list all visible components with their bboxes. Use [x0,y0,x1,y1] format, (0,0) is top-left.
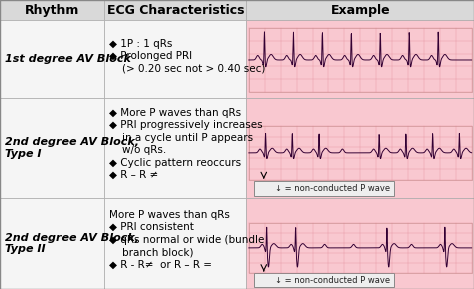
FancyBboxPatch shape [246,0,474,20]
FancyBboxPatch shape [0,198,104,289]
Text: ECG Characteristics: ECG Characteristics [107,4,244,16]
FancyBboxPatch shape [104,198,246,289]
FancyBboxPatch shape [249,223,472,273]
Text: Rhythm: Rhythm [25,4,79,16]
Text: 2nd degree AV Block,
Type I: 2nd degree AV Block, Type I [5,137,139,159]
FancyBboxPatch shape [249,28,472,92]
FancyBboxPatch shape [0,98,104,198]
FancyBboxPatch shape [254,273,393,287]
Text: ↓ = non-conducted P wave: ↓ = non-conducted P wave [275,184,390,193]
FancyBboxPatch shape [254,181,393,196]
Text: 2nd degree AV Block,
Type II: 2nd degree AV Block, Type II [5,233,139,254]
Text: Example: Example [330,4,390,16]
Text: ↓ = non-conducted P wave: ↓ = non-conducted P wave [275,276,390,285]
Text: ◆ More P waves than qRs
◆ PRI progressively increases
    in a cycle until P app: ◆ More P waves than qRs ◆ PRI progressiv… [109,108,263,180]
FancyBboxPatch shape [104,0,246,20]
FancyBboxPatch shape [246,98,474,198]
FancyBboxPatch shape [249,126,472,180]
FancyBboxPatch shape [246,198,474,289]
FancyBboxPatch shape [104,98,246,198]
Text: ◆ 1P : 1 qRs
◆ Prolonged PRI
    (> 0.20 sec not > 0.40 sec): ◆ 1P : 1 qRs ◆ Prolonged PRI (> 0.20 sec… [109,39,265,73]
Text: 1st degree AV Block: 1st degree AV Block [5,54,131,64]
FancyBboxPatch shape [104,20,246,98]
FancyBboxPatch shape [0,0,104,20]
FancyBboxPatch shape [0,20,104,98]
FancyBboxPatch shape [246,20,474,98]
Text: More P waves than qRs
◆ PRI consistent
◆ qRs normal or wide (bundle
    branch b: More P waves than qRs ◆ PRI consistent ◆… [109,210,264,269]
